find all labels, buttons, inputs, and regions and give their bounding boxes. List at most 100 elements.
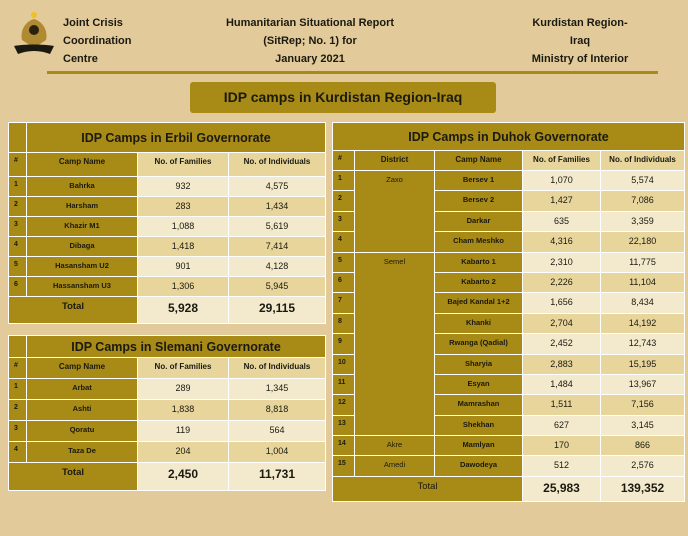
camp-name: Esyan xyxy=(434,373,523,396)
total-label: Total xyxy=(332,475,523,502)
camp-name: Mamlyan xyxy=(434,435,523,457)
camp-name: Hasansham U2 xyxy=(26,256,138,277)
individuals-count: 5,945 xyxy=(228,276,326,297)
individuals-count: 11,104 xyxy=(599,271,686,294)
column-header: No. of Individuals xyxy=(228,152,326,177)
row-number: 3 xyxy=(8,420,27,442)
total-row: Total 2,450 11,731 xyxy=(8,462,326,491)
total-families: 2,450 xyxy=(137,462,229,491)
table-row: 4 Dibaga 1,418 7,414 xyxy=(8,236,326,257)
row-number: 1 xyxy=(332,169,355,192)
erbil-camps-table: IDP Camps in Erbil Governorate # Camp Name… xyxy=(8,122,326,324)
row-number: 2 xyxy=(8,196,27,217)
table-header-row: # Camp Name No. of Families No. of Individu… xyxy=(8,152,326,177)
row-number: 13 xyxy=(332,414,355,437)
report-title: Humanitarian Situational Report (SitRep; … xyxy=(225,17,395,65)
row-number: 6 xyxy=(332,271,355,294)
row-number: 1 xyxy=(8,176,27,197)
camp-name: Mamrashan xyxy=(434,394,523,416)
slemani-camps-table: IDP Camps in Slemani Governorate # Camp Na… xyxy=(8,335,326,491)
kurdistan-emblem-logo xyxy=(14,12,54,54)
individuals-count: 1,345 xyxy=(228,378,326,400)
table-header-row: # District Camp Name No. of Families No. of … xyxy=(332,150,686,171)
families-count: 170 xyxy=(522,435,601,457)
camp-name: Hassansham U3 xyxy=(26,276,138,297)
row-number: 3 xyxy=(8,216,27,237)
total-label: Total xyxy=(8,462,138,491)
individuals-count: 22,180 xyxy=(599,231,686,253)
camp-name: Bersev 2 xyxy=(434,190,523,212)
table-title-row: IDP Camps in Erbil Governorate xyxy=(8,122,326,153)
ministry-name: Kurdistan Region- Iraq Ministry of Interio… xyxy=(531,17,629,65)
families-count: 289 xyxy=(137,378,229,400)
table-row: 12 Mamrashan 1,511 7,156 xyxy=(332,394,686,416)
camp-name: Khazir M1 xyxy=(26,216,138,237)
camp-name: Arbat xyxy=(26,378,138,400)
families-count: 2,704 xyxy=(522,312,601,335)
individuals-count: 4,128 xyxy=(228,256,326,277)
families-count: 1,838 xyxy=(137,399,229,421)
families-count: 1,427 xyxy=(522,190,601,212)
table-row: 9 Rwanga (Qadial) 2,452 12,743 xyxy=(332,333,686,355)
individuals-count: 14,192 xyxy=(599,312,686,335)
families-count: 1,484 xyxy=(522,373,601,396)
camp-name: Shekhan xyxy=(434,414,523,437)
row-number: 12 xyxy=(332,394,355,416)
table-row: 10 Sharyia 2,883 15,195 xyxy=(332,353,686,375)
individuals-count: 1,004 xyxy=(228,441,326,463)
camp-name: Khanki xyxy=(434,312,523,335)
column-header: No. of Families xyxy=(137,152,229,177)
district-name: Akre xyxy=(354,435,435,457)
camp-name: Qoratu xyxy=(26,420,138,442)
table-title: IDP Camps in Erbil Governorate xyxy=(26,122,326,153)
individuals-count: 1,434 xyxy=(228,196,326,217)
column-header: # xyxy=(8,357,27,379)
families-count: 119 xyxy=(137,420,229,442)
row-number: 10 xyxy=(332,353,355,375)
table-title-row: IDP Camps in Slemani Governorate xyxy=(8,335,326,358)
camp-name: Dibaga xyxy=(26,236,138,257)
families-count: 204 xyxy=(137,441,229,463)
district-name: Amedi xyxy=(354,455,435,477)
individuals-count: 5,619 xyxy=(228,216,326,237)
individuals-count: 13,967 xyxy=(599,373,686,396)
empty-cell xyxy=(8,122,27,153)
row-number: 2 xyxy=(332,190,355,212)
row-number: 5 xyxy=(8,256,27,277)
total-individuals: 29,115 xyxy=(228,296,326,324)
camp-name: Bersev 1 xyxy=(434,169,523,192)
families-count: 2,883 xyxy=(522,353,601,375)
org-name: Joint Crisis Coordination Centre xyxy=(63,17,132,65)
table-row: 3 Qoratu 119 564 xyxy=(8,420,326,442)
individuals-count: 7,156 xyxy=(599,394,686,416)
table-row: 1 Zaxo Bersev 1 1,070 5,574 xyxy=(332,169,686,253)
individuals-count: 564 xyxy=(228,420,326,442)
table-row: 14 Akre Mamlyan 170 866 xyxy=(332,435,686,457)
column-header: Camp Name xyxy=(434,150,523,171)
camp-name: Sharyia xyxy=(434,353,523,375)
column-header: District xyxy=(354,150,435,171)
column-header: No. of Families xyxy=(137,357,229,379)
table-row: 1 Bahrka 932 4,575 xyxy=(8,176,326,197)
column-header: # xyxy=(8,152,27,177)
column-header: No. of Individuals xyxy=(599,150,686,171)
families-count: 1,418 xyxy=(137,236,229,257)
individuals-count: 8,818 xyxy=(228,399,326,421)
camp-name: Kabarto 2 xyxy=(434,271,523,294)
table-header-row: # Camp Name No. of Families No. of Individu… xyxy=(8,357,326,379)
camp-name: Dawodeya xyxy=(434,455,523,477)
table-row: 3 Darkar 635 3,359 xyxy=(332,210,686,233)
total-individuals: 139,352 xyxy=(599,475,686,502)
row-number: 1 xyxy=(8,378,27,400)
families-count: 4,316 xyxy=(522,231,601,253)
table-row: 2 Ashti 1,838 8,818 xyxy=(8,399,326,421)
row-number: 4 xyxy=(332,231,355,253)
row-number: 4 xyxy=(8,236,27,257)
camp-name: Ashti xyxy=(26,399,138,421)
total-label: Total xyxy=(8,296,138,324)
families-count: 1,656 xyxy=(522,292,601,314)
individuals-count: 12,743 xyxy=(599,333,686,355)
individuals-count: 3,359 xyxy=(599,210,686,233)
camp-name: Bajed Kandal 1+2 xyxy=(434,292,523,314)
column-header: # xyxy=(332,150,355,171)
